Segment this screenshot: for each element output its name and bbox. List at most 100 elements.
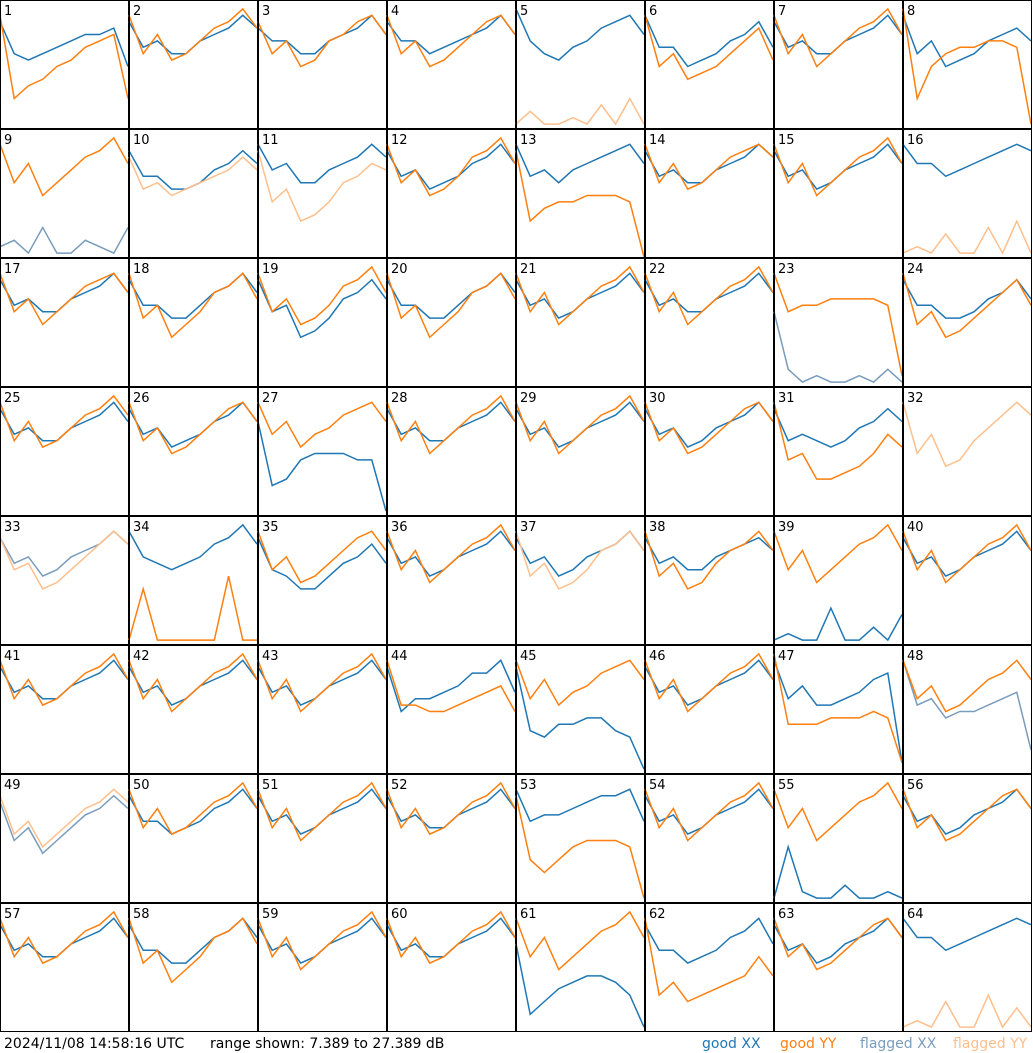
panel-label: 15: [778, 133, 795, 148]
trace-good-yy: [902, 523, 1032, 584]
trace-good-yy: [257, 910, 387, 971]
panel-label: 7: [778, 4, 786, 19]
trace-good-xx: [902, 15, 1032, 68]
panel-frame: [258, 774, 387, 903]
panel-label: 64: [907, 907, 924, 922]
panel-frame: [387, 129, 516, 258]
panel-frame: [774, 645, 903, 774]
trace-good-xx: [386, 14, 516, 55]
panel-label: 25: [4, 391, 21, 406]
trace-flagged-xx: [0, 225, 129, 255]
panel-label: 34: [133, 520, 150, 535]
trace-good-xx: [644, 659, 774, 707]
panel-label: 42: [133, 649, 150, 664]
panel-frame: [0, 645, 129, 774]
panel-frame: [903, 774, 1032, 903]
trace-good-yy: [902, 788, 1032, 842]
panel-label: 63: [778, 907, 795, 922]
panel-label: 50: [133, 778, 150, 793]
trace-good-yy: [644, 530, 774, 590]
trace-good-yy: [773, 7, 903, 68]
trace-good-xx: [128, 917, 258, 964]
panel-frame: [258, 387, 387, 516]
trace-good-yy: [773, 402, 903, 480]
trace-good-xx: [257, 788, 387, 836]
panel-label: 8: [907, 4, 915, 19]
trace-good-yy: [0, 910, 129, 965]
trace-good-xx: [773, 407, 903, 448]
panel-label: 57: [4, 907, 21, 922]
trace-good-yy: [257, 401, 387, 449]
trace-good-xx: [128, 401, 258, 449]
trace-good-xx: [644, 401, 774, 449]
trace-flagged-yy: [515, 530, 645, 590]
trace-good-xx: [902, 530, 1032, 578]
panel-label: 36: [391, 520, 408, 535]
trace-good-xx: [773, 606, 903, 642]
panel-label: 13: [520, 133, 537, 148]
panel-label: 60: [391, 907, 408, 922]
panel-label: 10: [133, 133, 150, 148]
panel-label: 41: [4, 649, 21, 664]
trace-good-xx: [257, 14, 387, 55]
trace-good-yy: [257, 14, 387, 68]
trace-good-yy: [644, 143, 774, 191]
trace-good-xx: [515, 666, 645, 770]
panel-label: 18: [133, 262, 150, 277]
panel-label: 59: [262, 907, 279, 922]
trace-good-xx: [644, 788, 774, 836]
panel-frame: [0, 903, 129, 1032]
timestamp: 2024/11/08 14:58:16 UTC: [4, 1036, 184, 1052]
panel-frame: [516, 258, 645, 387]
panel-label: 28: [391, 391, 408, 406]
trace-good-xx: [644, 14, 774, 68]
panel-frame: [645, 516, 774, 645]
panel-frame: [774, 129, 903, 258]
panel-label: 52: [391, 778, 408, 793]
trace-good-yy: [773, 917, 903, 971]
legend-good-xx: good XX: [702, 1036, 761, 1052]
panel-frame: [0, 129, 129, 258]
panel-frame: [903, 0, 1032, 129]
panel-label: 46: [649, 649, 666, 664]
panel-label: 24: [907, 262, 924, 277]
panel-label: 9: [4, 133, 12, 148]
trace-good-yy: [128, 652, 258, 713]
panel-label: 40: [907, 520, 924, 535]
trace-good-xx: [128, 272, 258, 319]
panel-frame: [645, 258, 774, 387]
panel-label: 56: [907, 778, 924, 793]
panel-frame: [774, 903, 903, 1032]
panel-label: 32: [907, 391, 924, 406]
panel-label: 61: [520, 907, 537, 922]
panel-frame: [129, 516, 258, 645]
trace-flagged-xx: [902, 660, 1032, 751]
trace-good-yy: [773, 273, 903, 376]
trace-flagged-yy: [0, 788, 129, 849]
trace-good-yy: [902, 659, 1032, 713]
legend-good-yy: good YY: [780, 1036, 837, 1052]
trace-good-xx: [386, 530, 516, 578]
trace-good-yy: [644, 15, 774, 81]
panel-frame: [129, 129, 258, 258]
trace-good-xx: [902, 143, 1032, 178]
panel-frame: [903, 516, 1032, 645]
trace-flagged-yy: [257, 150, 387, 223]
trace-good-xx: [515, 143, 645, 184]
panel-frame: [387, 0, 516, 129]
trace-good-yy: [386, 14, 516, 68]
trace-good-yy: [644, 781, 774, 842]
panel-label: 54: [649, 778, 666, 793]
panel-frame: [645, 774, 774, 903]
panel-frame: [258, 645, 387, 774]
trace-good-yy: [128, 401, 258, 455]
trace-good-yy: [386, 910, 516, 965]
trace-good-yy: [773, 136, 903, 197]
panel-frame: [516, 645, 645, 774]
panel-frame: [258, 516, 387, 645]
panel-frame: [129, 0, 258, 129]
trace-flagged-yy: [902, 401, 1032, 468]
panel-frame: [903, 645, 1032, 774]
trace-good-xx: [257, 143, 387, 184]
trace-good-yy: [0, 15, 129, 100]
